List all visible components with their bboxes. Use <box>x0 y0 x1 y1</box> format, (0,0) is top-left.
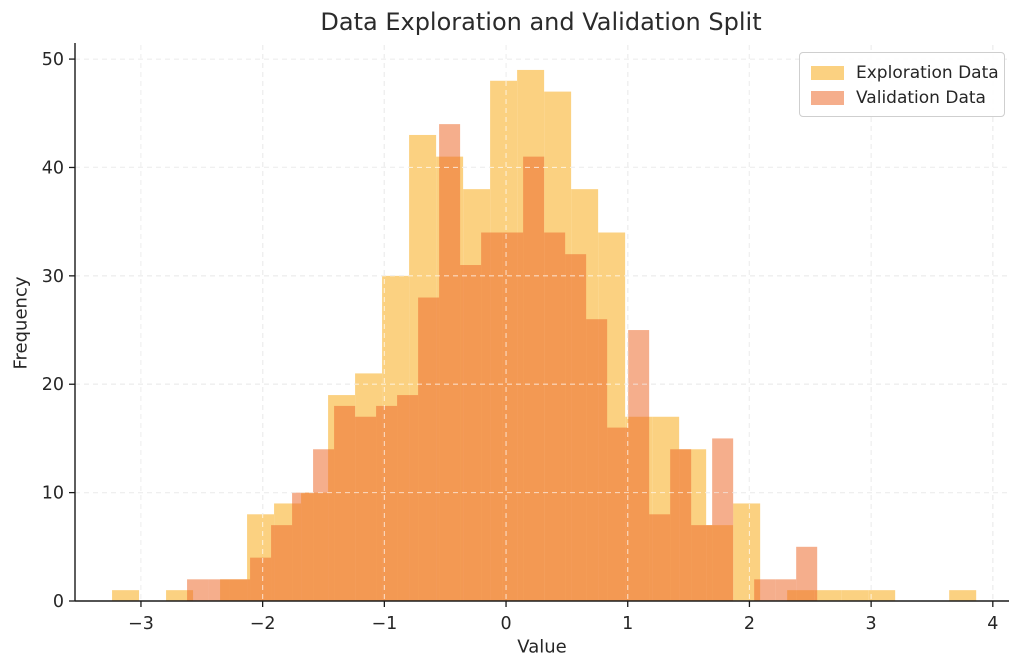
y-axis-label: Frequency <box>10 276 32 370</box>
validation-swatch-icon <box>811 90 844 105</box>
y-tick-label: 30 <box>42 267 64 287</box>
x-tick-label: −1 <box>371 614 397 634</box>
y-tick-label: 10 <box>42 484 64 504</box>
legend-item-exploration: Exploration Data <box>800 60 1004 85</box>
x-tick-label: 2 <box>744 614 755 634</box>
y-tick-label: 20 <box>42 375 64 395</box>
y-tick-label: 0 <box>53 592 64 612</box>
chart-title: Data Exploration and Validation Split <box>320 8 762 36</box>
exploration-swatch-icon <box>811 65 844 80</box>
y-tick-label: 40 <box>42 158 64 178</box>
x-tick-label: 4 <box>987 614 998 634</box>
x-axis-label: Value <box>517 636 567 658</box>
legend-label-validation: Validation Data <box>856 87 986 108</box>
x-tick-label: 1 <box>622 614 633 634</box>
legend-item-validation: Validation Data <box>800 85 1004 110</box>
legend-label-exploration: Exploration Data <box>856 62 999 83</box>
legend: Exploration Data Validation Data <box>799 52 1005 117</box>
x-tick-label: 0 <box>500 614 511 634</box>
x-tick-label: −2 <box>250 614 276 634</box>
x-tick-label: −3 <box>128 614 154 634</box>
x-tick-label: 3 <box>866 614 877 634</box>
y-tick-label: 50 <box>42 50 64 70</box>
